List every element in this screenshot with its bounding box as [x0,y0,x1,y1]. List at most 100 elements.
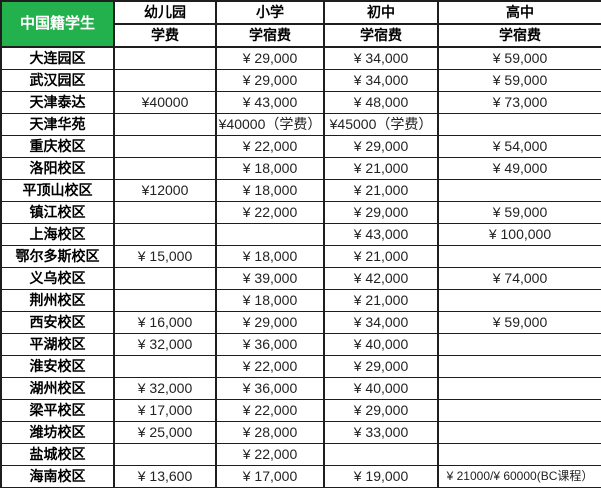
table-row: 上海校区 ¥ 43,000 ¥ 100,000 [0,223,601,246]
fee-cell: ¥ 29,000 [215,46,325,70]
fee-cell: ¥ 34,000 [323,311,439,334]
fee-cell [113,201,217,224]
table-row: 洛阳校区 ¥ 18,000 ¥ 21,000 ¥ 49,000 [0,157,601,180]
fee-cell [113,443,217,466]
fee-cell: ¥ 33,000 [323,421,439,444]
campus-name-cell: 西安校区 [0,311,115,334]
campus-name-cell: 天津泰达 [0,91,115,114]
table-row: 西安校区 ¥ 16,000 ¥ 29,000 ¥ 34,000 ¥ 59,000 [0,311,601,334]
header-kindergarten-feetype: 学费 [113,23,217,48]
fee-cell [113,267,217,290]
campus-name-cell: 上海校区 [0,223,115,246]
fee-cell [437,289,601,312]
fee-cell [323,443,439,466]
campus-name-cell: 海南校区 [0,465,115,488]
fee-cell: ¥12000 [113,179,217,202]
fee-cell: ¥ 16,000 [113,311,217,334]
table-row: 天津泰达 ¥40000 ¥ 43,000 ¥ 48,000 ¥ 73,000 [0,91,601,114]
campus-name-cell: 平顶山校区 [0,179,115,202]
table-row: 天津华苑 ¥40000（学费） ¥45000（学费） [0,113,601,136]
fee-cell: ¥ 25,000 [113,421,217,444]
fee-cell: ¥ 22,000 [215,443,325,466]
fee-cell: ¥ 59,000 [437,311,601,334]
fee-cell: ¥ 21,000 [323,245,439,268]
table-row: 淮安校区 ¥ 22,000 ¥ 29,000 [0,355,601,378]
campus-name-cell: 镇江校区 [0,201,115,224]
fee-cell: ¥ 22,000 [215,355,325,378]
fee-cell: ¥ 32,000 [113,333,217,356]
fee-cell [113,69,217,92]
fee-cell: ¥ 29,000 [215,69,325,92]
header-student-type: 中国籍学生 [0,0,115,48]
campus-name-cell: 盐城校区 [0,443,115,466]
fee-cell: ¥40000 [113,91,217,114]
table-row: 鄂尔多斯校区 ¥ 15,000 ¥ 18,000 ¥ 21,000 [0,245,601,268]
fee-cell: ¥45000（学费） [323,113,439,136]
fee-cell: ¥ 22,000 [215,399,325,422]
table-row: 荆州校区 ¥ 18,000 ¥ 21,000 [0,289,601,312]
fee-cell: ¥ 43,000 [323,223,439,246]
fee-cell: ¥ 21,000 [323,157,439,180]
fee-cell [113,157,217,180]
fee-cell [437,113,601,136]
table-row: 盐城校区 ¥ 22,000 [0,443,601,466]
fee-cell: ¥ 18,000 [215,245,325,268]
fee-cell: ¥ 49,000 [437,157,601,180]
fee-cell [437,355,601,378]
fee-cell: ¥ 40,000 [323,333,439,356]
fee-cell: ¥40000（学费） [215,113,325,136]
fee-cell: ¥ 18,000 [215,157,325,180]
fee-cell [437,443,601,466]
fee-cell [437,421,601,444]
fee-cell: ¥ 18,000 [215,289,325,312]
fee-cell: ¥ 29,000 [215,311,325,334]
fee-cell: ¥ 17,000 [113,399,217,422]
fee-cell: ¥ 43,000 [215,91,325,114]
fee-cell: ¥ 59,000 [437,46,601,70]
campus-name-cell: 天津华苑 [0,113,115,136]
campus-name-cell: 洛阳校区 [0,157,115,180]
table-row: 镇江校区 ¥ 22,000 ¥ 29,000 ¥ 59,000 [0,201,601,224]
fee-cell: ¥ 39,000 [215,267,325,290]
campus-name-cell: 鄂尔多斯校区 [0,245,115,268]
fee-cell: ¥ 42,000 [323,267,439,290]
table-row: 梁平校区 ¥ 17,000 ¥ 22,000 ¥ 29,000 [0,399,601,422]
header-junior-feetype: 学宿费 [323,23,439,48]
fee-cell [113,46,217,70]
fee-cell [437,245,601,268]
table-row: 潍坊校区 ¥ 25,000 ¥ 28,000 ¥ 33,000 [0,421,601,444]
campus-name-cell: 梁平校区 [0,399,115,422]
fee-cell: ¥ 17,000 [215,465,325,488]
table-row: 武汉园区 ¥ 29,000 ¥ 34,000 ¥ 59,000 [0,69,601,92]
fee-cell [113,135,217,158]
fee-cell [113,289,217,312]
header-primary: 小学 [215,0,325,25]
fee-cell [113,355,217,378]
fee-cell: ¥ 59,000 [437,201,601,224]
fee-cell: ¥ 21000/¥ 60000(BC课程） [437,465,601,488]
fee-cell [437,179,601,202]
table-row: 重庆校区 ¥ 22,000 ¥ 29,000 ¥ 54,000 [0,135,601,158]
fee-cell: ¥ 19,000 [323,465,439,488]
fee-cell: ¥ 13,600 [113,465,217,488]
table-header: 中国籍学生 幼儿园 小学 初中 高中 学费 学宿费 学宿费 学宿费 [0,0,601,48]
fee-cell: ¥ 73,000 [437,91,601,114]
campus-name-cell: 义乌校区 [0,267,115,290]
fee-cell: ¥ 54,000 [437,135,601,158]
campus-name-cell: 平湖校区 [0,333,115,356]
fee-cell: ¥ 21,000 [323,289,439,312]
table-row: 海南校区 ¥ 13,600 ¥ 17,000 ¥ 19,000 ¥ 21000/¥ 60… [0,465,601,488]
fee-cell: ¥ 74,000 [437,267,601,290]
campus-name-cell: 重庆校区 [0,135,115,158]
fee-cell: ¥ 34,000 [323,69,439,92]
fee-cell [113,223,217,246]
fee-cell [113,113,217,136]
fee-cell: ¥ 15,000 [113,245,217,268]
fee-cell: ¥ 40,000 [323,377,439,400]
fee-cell: ¥ 28,000 [215,421,325,444]
table-row: 湖州校区 ¥ 32,000 ¥ 36,000 ¥ 40,000 [0,377,601,400]
fee-cell: ¥ 29,000 [323,399,439,422]
fee-cell: ¥ 59,000 [437,69,601,92]
fee-cell [437,399,601,422]
